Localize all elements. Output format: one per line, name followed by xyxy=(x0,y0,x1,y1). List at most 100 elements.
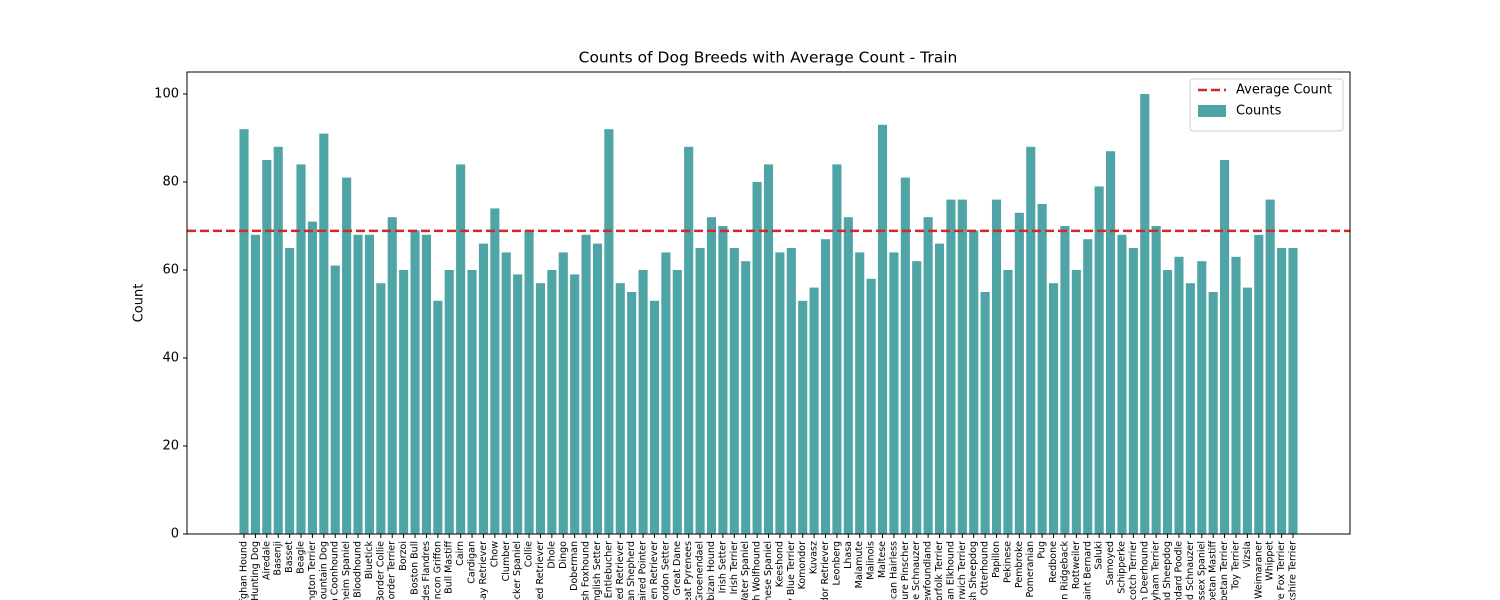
x-tick-label: Maltese xyxy=(877,541,888,578)
bar xyxy=(570,274,580,534)
bar xyxy=(1140,94,1150,534)
x-tick-label: Black and Tan Coonhound xyxy=(330,541,341,600)
bar xyxy=(581,234,591,535)
bar xyxy=(877,124,888,535)
bar xyxy=(798,300,808,534)
y-axis-label: Count xyxy=(132,284,147,323)
bar xyxy=(444,270,454,534)
x-tick-label: Dhole xyxy=(546,541,557,569)
x-tick-label: Irish Water Spaniel xyxy=(740,541,751,600)
x-tick-label: Beagle xyxy=(296,541,307,574)
bar xyxy=(1105,151,1116,534)
x-tick-label: Labrador Retriever xyxy=(820,541,831,600)
x-tick-label: Curly-coated Retriever xyxy=(535,541,546,600)
x-tick-label: Bernese Mountain Dog xyxy=(318,541,329,600)
legend-label: Counts xyxy=(1236,104,1282,119)
legend-label: Average Count xyxy=(1236,83,1332,98)
x-tick-label: Boston Bull xyxy=(410,541,421,595)
bar xyxy=(342,177,352,534)
x-tick-label: Rottweiler xyxy=(1071,541,1082,589)
x-tick-label: Sealyham Terrier xyxy=(1151,541,1162,600)
x-tick-label: Scotch Terrier xyxy=(1128,541,1139,600)
x-tick-label: Schipperke xyxy=(1116,541,1127,594)
bar xyxy=(775,252,785,534)
bar xyxy=(273,146,283,535)
bar xyxy=(524,230,534,534)
bar xyxy=(364,234,374,535)
x-tick-label: Cairn xyxy=(455,541,466,566)
bar xyxy=(490,208,500,534)
bar xyxy=(900,177,910,534)
bar xyxy=(741,261,751,534)
bar xyxy=(592,243,603,534)
bar xyxy=(706,217,717,534)
x-tick-label: Standard Poodle xyxy=(1173,541,1184,600)
bar xyxy=(695,248,705,534)
bar xyxy=(672,270,682,534)
x-tick-label: Saluki xyxy=(1094,541,1105,570)
bar xyxy=(980,292,990,534)
bar xyxy=(1231,256,1241,534)
bar xyxy=(1265,199,1275,534)
bar xyxy=(376,283,386,534)
bar xyxy=(912,261,922,534)
bar xyxy=(250,234,260,535)
bar xyxy=(330,265,340,534)
bar xyxy=(763,164,774,534)
y-tick-label: 40 xyxy=(162,351,179,366)
x-tick-label: Malinois xyxy=(866,541,877,580)
x-tick-label: Pekinese xyxy=(1002,541,1013,583)
x-tick-label: Great Dane xyxy=(672,541,683,596)
y-tick-label: 0 xyxy=(171,527,179,542)
bar xyxy=(615,283,625,534)
bar xyxy=(1163,270,1173,534)
bar xyxy=(1026,146,1036,535)
x-tick-label: Entlebucher xyxy=(603,541,614,598)
bar xyxy=(239,129,249,534)
x-tick-label: Redbone xyxy=(1048,541,1059,583)
bar xyxy=(1003,270,1013,534)
bar xyxy=(296,164,306,534)
bar xyxy=(456,164,466,534)
y-tick-label: 20 xyxy=(162,439,179,454)
bar xyxy=(1060,226,1070,534)
x-tick-label: Cardigan xyxy=(467,541,478,584)
x-tick-label: Mexican Hairless xyxy=(888,541,899,600)
legend-swatch xyxy=(1198,105,1226,117)
x-tick-label: Shetland Sheepdog xyxy=(1162,541,1173,600)
chart-title: Counts of Dog Breeds with Average Count … xyxy=(579,49,958,67)
x-tick-label: Bull Mastiff xyxy=(444,541,455,594)
x-tick-label: English Foxhound xyxy=(581,541,592,600)
bar xyxy=(820,239,831,534)
x-tick-label: Pomeranian xyxy=(1025,541,1036,598)
bar xyxy=(946,199,956,534)
x-tick-label: Wire Fox Terrier xyxy=(1276,541,1287,600)
x-tick-label: Old English Sheepdog xyxy=(968,541,979,600)
x-tick-label: Papillon xyxy=(991,541,1002,578)
x-tick-label: Weimaraner xyxy=(1253,541,1264,599)
bar xyxy=(638,270,648,534)
legend-box xyxy=(1189,78,1344,132)
x-tick-label: Border Collie xyxy=(375,541,386,600)
bar xyxy=(1117,234,1127,535)
bar xyxy=(558,252,568,534)
bar xyxy=(1151,226,1161,534)
bar xyxy=(467,270,477,534)
x-tick-label: Dingo xyxy=(558,541,569,569)
y-tick-label: 100 xyxy=(154,87,179,102)
bar xyxy=(649,300,660,534)
y-tick-label: 80 xyxy=(162,175,179,190)
x-tick-label: Komondor xyxy=(797,541,808,589)
bar xyxy=(1185,283,1195,534)
x-tick-label: Basset xyxy=(284,541,295,573)
bar xyxy=(923,217,933,534)
bar xyxy=(1128,248,1138,534)
plot-frame xyxy=(186,71,1351,535)
x-tick-label: Samoyed xyxy=(1105,541,1116,585)
x-tick-label: Norwich Terrier xyxy=(957,541,968,600)
bar xyxy=(1083,239,1093,534)
bar xyxy=(1094,186,1104,534)
bar xyxy=(1071,270,1081,534)
x-tick-label: African Hunting Dog xyxy=(250,541,261,600)
